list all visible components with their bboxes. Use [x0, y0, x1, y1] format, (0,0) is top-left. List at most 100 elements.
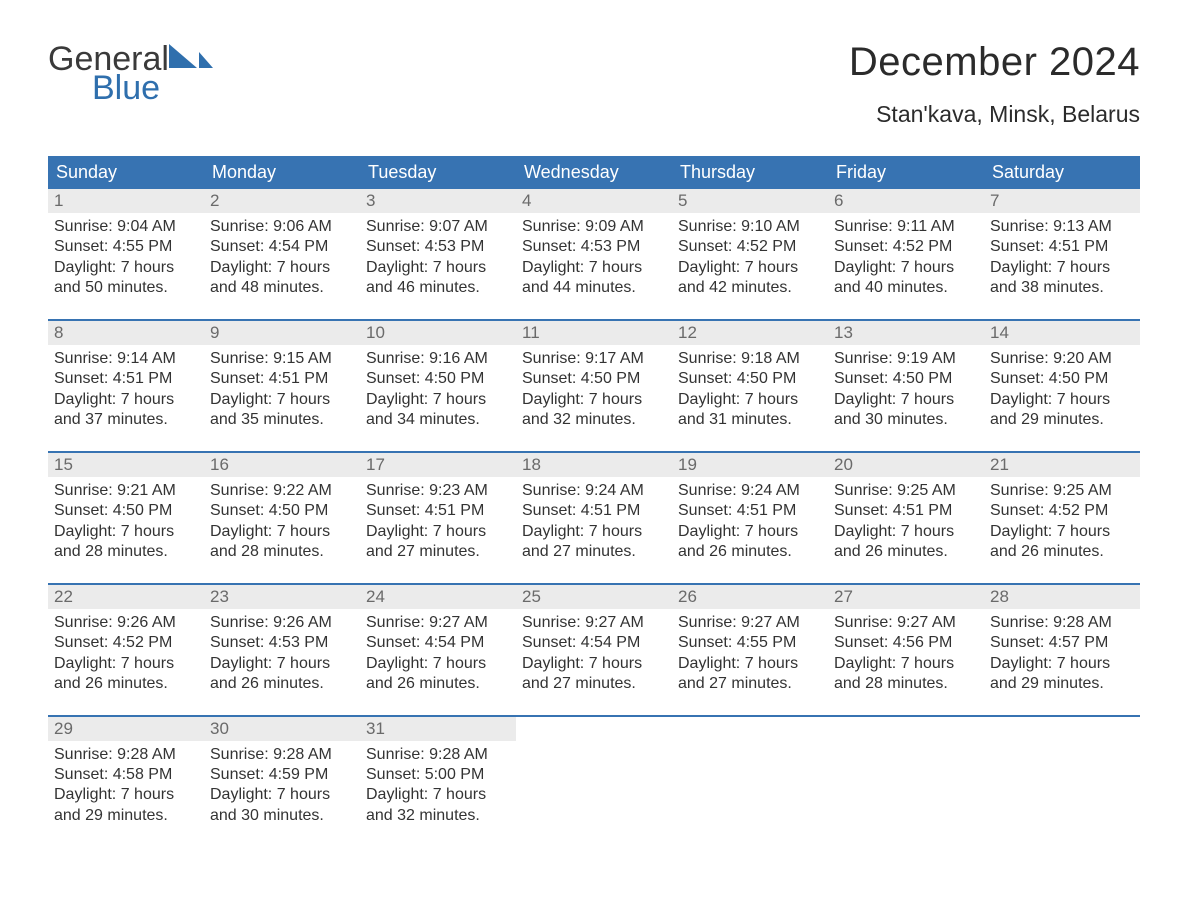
- sunrise-text: Sunrise: 9:17 AM: [522, 349, 666, 369]
- sunset-text: Sunset: 4:51 PM: [522, 501, 666, 521]
- daylight-text: Daylight: 7 hours: [210, 390, 354, 410]
- daylight-text: and 28 minutes.: [834, 674, 978, 694]
- day-number: 13: [834, 323, 853, 342]
- sunrise-text: Sunrise: 9:28 AM: [210, 745, 354, 765]
- day-number: 30: [210, 719, 229, 738]
- sunset-text: Sunset: 4:53 PM: [210, 633, 354, 653]
- sunrise-text: Sunrise: 9:26 AM: [210, 613, 354, 633]
- daylight-text: Daylight: 7 hours: [210, 522, 354, 542]
- day-number: 6: [834, 191, 843, 210]
- day-body: Sunrise: 9:06 AMSunset: 4:54 PMDaylight:…: [204, 213, 360, 299]
- daylight-text: Daylight: 7 hours: [990, 654, 1134, 674]
- daylight-text: Daylight: 7 hours: [678, 522, 822, 542]
- day-cell: 8Sunrise: 9:14 AMSunset: 4:51 PMDaylight…: [48, 321, 204, 451]
- day-head: 31: [360, 717, 516, 741]
- daylight-text: and 42 minutes.: [678, 278, 822, 298]
- day-number: 2: [210, 191, 219, 210]
- daylight-text: Daylight: 7 hours: [990, 522, 1134, 542]
- daylight-text: and 44 minutes.: [522, 278, 666, 298]
- day-number: 31: [366, 719, 385, 738]
- day-cell: 25Sunrise: 9:27 AMSunset: 4:54 PMDayligh…: [516, 585, 672, 715]
- sunset-text: Sunset: 4:59 PM: [210, 765, 354, 785]
- weekday-header: SundayMondayTuesdayWednesdayThursdayFrid…: [48, 156, 1140, 189]
- day-body: Sunrise: 9:23 AMSunset: 4:51 PMDaylight:…: [360, 477, 516, 563]
- day-body: Sunrise: 9:14 AMSunset: 4:51 PMDaylight:…: [48, 345, 204, 431]
- day-head: 25: [516, 585, 672, 609]
- weekday-cell: Sunday: [48, 156, 204, 189]
- day-cell: 12Sunrise: 9:18 AMSunset: 4:50 PMDayligh…: [672, 321, 828, 451]
- day-head: 3: [360, 189, 516, 213]
- weekday-cell: Friday: [828, 156, 984, 189]
- day-number: 5: [678, 191, 687, 210]
- sunset-text: Sunset: 4:52 PM: [54, 633, 198, 653]
- daylight-text: Daylight: 7 hours: [834, 390, 978, 410]
- day-cell: 17Sunrise: 9:23 AMSunset: 4:51 PMDayligh…: [360, 453, 516, 583]
- daylight-text: and 35 minutes.: [210, 410, 354, 430]
- day-cell: 31 Sunrise: 9:28 AMSunset: 5:00 PMDayligh…: [360, 717, 516, 847]
- day-number: 24: [366, 587, 385, 606]
- day-head: 22: [48, 585, 204, 609]
- daylight-text: Daylight: 7 hours: [210, 654, 354, 674]
- sunset-text: Sunset: 4:53 PM: [522, 237, 666, 257]
- day-body: Sunrise: 9:25 AMSunset: 4:51 PMDaylight:…: [828, 477, 984, 563]
- day-body: Sunrise: 9:18 AMSunset: 4:50 PMDaylight:…: [672, 345, 828, 431]
- day-cell: 11Sunrise: 9:17 AMSunset: 4:50 PMDayligh…: [516, 321, 672, 451]
- sunrise-text: Sunrise: 9:23 AM: [366, 481, 510, 501]
- day-cell: 14Sunrise: 9:20 AMSunset: 4:50 PMDayligh…: [984, 321, 1140, 451]
- daylight-text: Daylight: 7 hours: [54, 258, 198, 278]
- day-cell: 24Sunrise: 9:27 AMSunset: 4:54 PMDayligh…: [360, 585, 516, 715]
- day-cell: 26Sunrise: 9:27 AMSunset: 4:55 PMDayligh…: [672, 585, 828, 715]
- day-head: 2: [204, 189, 360, 213]
- day-head: 21: [984, 453, 1140, 477]
- day-cell: 5 Sunrise: 9:10 AMSunset: 4:52 PMDaylight…: [672, 189, 828, 319]
- day-head: 8: [48, 321, 204, 345]
- day-head: 17: [360, 453, 516, 477]
- day-number: 28: [990, 587, 1009, 606]
- sunrise-text: Sunrise: 9:18 AM: [678, 349, 822, 369]
- daylight-text: Daylight: 7 hours: [366, 522, 510, 542]
- daylight-text: and 30 minutes.: [834, 410, 978, 430]
- sunrise-text: Sunrise: 9:22 AM: [210, 481, 354, 501]
- day-cell: 27Sunrise: 9:27 AMSunset: 4:56 PMDayligh…: [828, 585, 984, 715]
- day-head: 28: [984, 585, 1140, 609]
- day-cell: [672, 717, 828, 847]
- day-body: Sunrise: 9:10 AMSunset: 4:52 PMDaylight:…: [672, 213, 828, 299]
- daylight-text: and 26 minutes.: [366, 674, 510, 694]
- daylight-text: Daylight: 7 hours: [834, 654, 978, 674]
- day-cell: 3Sunrise: 9:07 AMSunset: 4:53 PMDaylight…: [360, 189, 516, 319]
- day-body: Sunrise: 9:07 AMSunset: 4:53 PMDaylight:…: [360, 213, 516, 299]
- day-number: 15: [54, 455, 73, 474]
- location-text: Stan'kava, Minsk, Belarus: [849, 101, 1140, 128]
- sunset-text: Sunset: 4:56 PM: [834, 633, 978, 653]
- daylight-text: and 46 minutes.: [366, 278, 510, 298]
- day-body: Sunrise: 9:16 AMSunset: 4:50 PMDaylight:…: [360, 345, 516, 431]
- sunset-text: Sunset: 4:51 PM: [210, 369, 354, 389]
- day-body: Sunrise: 9:22 AMSunset: 4:50 PMDaylight:…: [204, 477, 360, 563]
- day-body: Sunrise: 9:26 AMSunset: 4:53 PMDaylight:…: [204, 609, 360, 695]
- sunrise-text: Sunrise: 9:14 AM: [54, 349, 198, 369]
- sunrise-text: Sunrise: 9:21 AM: [54, 481, 198, 501]
- daylight-text: and 29 minutes.: [990, 410, 1134, 430]
- day-body: Sunrise: 9:27 AMSunset: 4:54 PMDaylight:…: [516, 609, 672, 695]
- sunrise-text: Sunrise: 9:04 AM: [54, 217, 198, 237]
- day-head: 26: [672, 585, 828, 609]
- week-row: 8Sunrise: 9:14 AMSunset: 4:51 PMDaylight…: [48, 319, 1140, 451]
- day-cell: 23Sunrise: 9:26 AMSunset: 4:53 PMDayligh…: [204, 585, 360, 715]
- day-cell: 20 Sunrise: 9:25 AMSunset: 4:51 PMDayligh…: [828, 453, 984, 583]
- day-cell: 2 Sunrise: 9:06 AMSunset: 4:54 PMDaylight…: [204, 189, 360, 319]
- day-head: 29: [48, 717, 204, 741]
- day-head: 5: [672, 189, 828, 213]
- day-head: 20: [828, 453, 984, 477]
- daylight-text: Daylight: 7 hours: [366, 258, 510, 278]
- day-head: 14: [984, 321, 1140, 345]
- weekday-cell: Tuesday: [360, 156, 516, 189]
- sunset-text: Sunset: 4:51 PM: [54, 369, 198, 389]
- day-number: 26: [678, 587, 697, 606]
- daylight-text: and 34 minutes.: [366, 410, 510, 430]
- sunset-text: Sunset: 4:53 PM: [366, 237, 510, 257]
- weekday-cell: Monday: [204, 156, 360, 189]
- sunset-text: Sunset: 4:55 PM: [678, 633, 822, 653]
- day-body: Sunrise: 9:28 AMSunset: 5:00 PMDaylight:…: [360, 741, 516, 827]
- day-number: 20: [834, 455, 853, 474]
- day-cell: 13Sunrise: 9:19 AMSunset: 4:50 PMDayligh…: [828, 321, 984, 451]
